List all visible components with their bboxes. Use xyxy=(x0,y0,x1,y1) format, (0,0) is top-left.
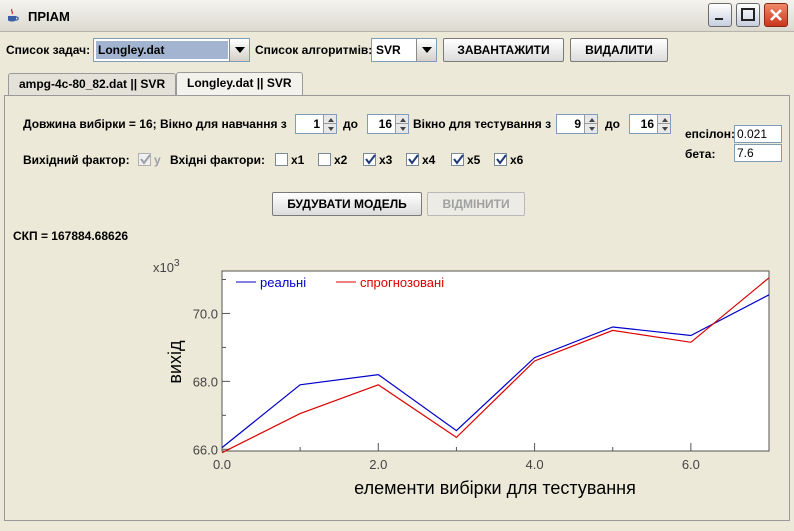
checkmark-icon xyxy=(496,154,507,165)
spin-down-icon[interactable] xyxy=(657,124,670,133)
chevron-down-icon[interactable] xyxy=(416,39,436,61)
input-x6-label: x6 xyxy=(510,153,524,167)
input-x3-label: x3 xyxy=(379,153,393,167)
train-from-spinner[interactable]: 1 xyxy=(295,114,337,134)
checkmark-icon xyxy=(365,154,376,165)
input-x4-checkbox[interactable] xyxy=(406,153,419,166)
test-from-value: 9 xyxy=(574,117,581,131)
spin-up-icon[interactable] xyxy=(584,115,597,124)
tab-ampg[interactable]: ampg-4c-80_82.dat || SVR xyxy=(8,73,177,95)
beta-label: бета: xyxy=(685,147,716,161)
minimize-icon xyxy=(715,18,723,20)
input-x1-checkbox[interactable] xyxy=(275,153,288,166)
x-tick-label: 4.0 xyxy=(526,457,544,472)
maximize-icon xyxy=(741,8,755,21)
input-x6-checkbox[interactable] xyxy=(494,153,507,166)
input-x2-label: x2 xyxy=(334,153,348,167)
input-x4-label: x4 xyxy=(422,153,436,167)
input-x5-checkbox[interactable] xyxy=(451,153,464,166)
train-window-label: Вікно для навчання з xyxy=(160,117,287,131)
spin-up-icon[interactable] xyxy=(395,115,408,124)
algo-list-label: Список алгоритмів: xyxy=(255,43,373,57)
close-button[interactable] xyxy=(764,3,788,27)
algo-select[interactable]: SVR xyxy=(371,38,437,62)
plot-area xyxy=(221,270,770,452)
series-line-predicted xyxy=(221,277,770,454)
y-tick-label: 66.0 xyxy=(193,442,218,457)
task-select[interactable]: Longley.dat xyxy=(93,38,250,62)
minimize-button[interactable] xyxy=(708,3,732,27)
x-tick-label: 6.0 xyxy=(682,457,700,472)
window-title: ПРІАМ xyxy=(28,9,70,24)
input-x5-label: x5 xyxy=(467,153,481,167)
train-from-value: 1 xyxy=(313,117,320,131)
series-line-real xyxy=(221,294,770,449)
input-x1-label: x1 xyxy=(291,153,305,167)
spin-up-icon[interactable] xyxy=(657,115,670,124)
train-to-spinner[interactable]: 16 xyxy=(367,114,409,134)
checkmark-icon xyxy=(453,154,464,165)
epsilon-label: епсілон: xyxy=(685,127,735,141)
spin-down-icon[interactable] xyxy=(395,124,408,133)
rmse-result: СКП = 167884.68626 xyxy=(13,229,129,243)
y-tick-label: 68.0 xyxy=(193,374,218,389)
spin-down-icon[interactable] xyxy=(323,124,336,133)
test-to-spinner[interactable]: 16 xyxy=(629,114,671,134)
task-select-value: Longley.dat xyxy=(96,41,228,59)
test-window-label: Вікно для тестування з xyxy=(413,117,552,131)
checkmark-icon xyxy=(140,154,151,165)
title-bar: ПРІАМ xyxy=(0,0,794,32)
delete-button[interactable]: ВИДАЛИТИ xyxy=(570,38,668,62)
beta-field[interactable]: 7.6 xyxy=(734,144,782,162)
y-axis-label: вихід xyxy=(165,340,185,384)
build-model-button[interactable]: БУДУВАТИ МОДЕЛЬ xyxy=(272,192,422,216)
x-tick-label: 2.0 xyxy=(369,457,387,472)
y-multiplier: x103 xyxy=(153,258,180,275)
input-x2-checkbox[interactable] xyxy=(318,153,331,166)
input-x3-checkbox[interactable] xyxy=(363,153,376,166)
algo-select-value: SVR xyxy=(376,43,401,57)
output-factor-y-label: y xyxy=(154,153,161,167)
spin-down-icon[interactable] xyxy=(584,124,597,133)
spin-up-icon[interactable] xyxy=(323,115,336,124)
x-tick-label: 0.0 xyxy=(213,457,231,472)
cancel-button: ВІДМІНИТИ xyxy=(427,192,525,216)
maximize-button[interactable] xyxy=(736,3,760,27)
y-tick-label: 70.0 xyxy=(193,306,218,321)
train-to-label: до xyxy=(343,117,358,131)
epsilon-field[interactable]: 0.021 xyxy=(734,125,782,143)
java-cup-icon xyxy=(5,8,21,24)
checkmark-icon xyxy=(408,154,419,165)
load-button[interactable]: ЗАВАНТАЖИТИ xyxy=(443,38,564,62)
sample-length-label: Довжина вибірки = 16; xyxy=(23,117,157,131)
input-factors-label: Вхідні фактори: xyxy=(170,153,265,167)
test-from-spinner[interactable]: 9 xyxy=(556,114,598,134)
x-axis-label: елементи вибірки для тестування xyxy=(354,478,636,498)
test-to-value: 16 xyxy=(640,117,654,131)
output-factor-y-checkbox xyxy=(138,153,151,166)
legend-label-predicted: спрогнозовані xyxy=(360,275,444,290)
output-factor-label: Вихідний фактор: xyxy=(23,153,130,167)
train-to-value: 16 xyxy=(378,117,392,131)
task-list-label: Список задач: xyxy=(6,43,91,57)
chevron-down-icon[interactable] xyxy=(229,39,249,61)
test-to-label: до xyxy=(605,117,620,131)
close-icon xyxy=(770,9,782,21)
legend-label-real: реальні xyxy=(260,275,306,290)
tab-longley[interactable]: Longley.dat || SVR xyxy=(176,72,303,96)
